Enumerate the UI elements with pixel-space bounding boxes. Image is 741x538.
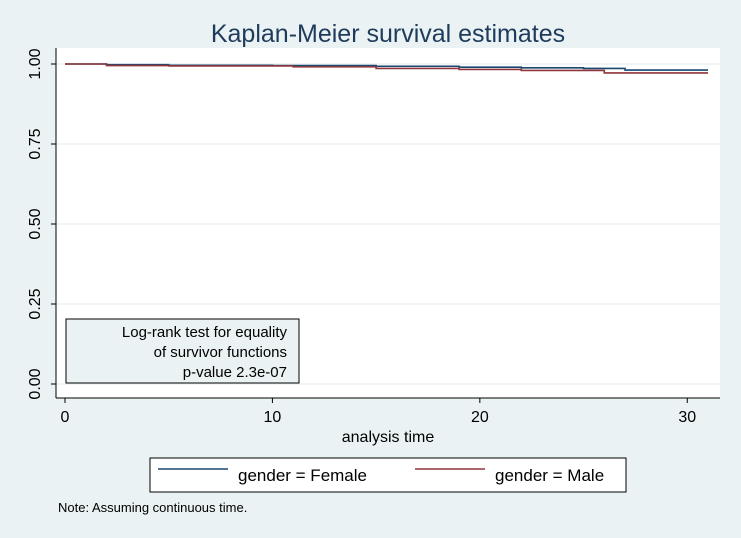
y-tick-label: 0.75 xyxy=(27,128,44,159)
legend-box xyxy=(149,457,627,493)
annotation-line-3: p-value 2.3e-07 xyxy=(183,364,287,381)
y-tick-label: 0.25 xyxy=(27,288,44,319)
legend: gender = Female gender = Male xyxy=(149,457,627,493)
x-tick-label: 30 xyxy=(678,409,696,426)
chart-title: Kaplan-Meier survival estimates xyxy=(211,20,565,48)
series-lines xyxy=(65,63,708,74)
x-axis-label: analysis time xyxy=(342,429,435,446)
axes xyxy=(55,48,720,399)
chart-note: Note: Assuming continuous time. xyxy=(58,500,247,515)
x-tick-label: 0 xyxy=(61,409,70,426)
y-tick-label: 1.00 xyxy=(27,48,44,79)
y-tick-label: 0.00 xyxy=(27,368,44,399)
y-tick-label: 0.50 xyxy=(27,208,44,239)
legend-items: gender = Female gender = Male xyxy=(158,466,604,485)
x-tick-label: 20 xyxy=(471,409,489,426)
logrank-annotation: Log-rank test for equality of survivor f… xyxy=(65,318,300,384)
legend-label: gender = Female xyxy=(238,466,367,485)
legend-label: gender = Male xyxy=(495,466,604,485)
x-tick-label: 10 xyxy=(264,409,282,426)
annotation-line-1: Log-rank test for equality xyxy=(122,324,288,341)
series-line xyxy=(65,63,708,74)
gridlines xyxy=(57,63,720,385)
annotation-box xyxy=(65,318,300,384)
series-line xyxy=(65,63,708,71)
annotation-line-2: of survivor functions xyxy=(154,344,287,361)
ticks: 0.00 0.25 0.50 0.75 1.00 0 10 20 30 xyxy=(27,48,696,426)
